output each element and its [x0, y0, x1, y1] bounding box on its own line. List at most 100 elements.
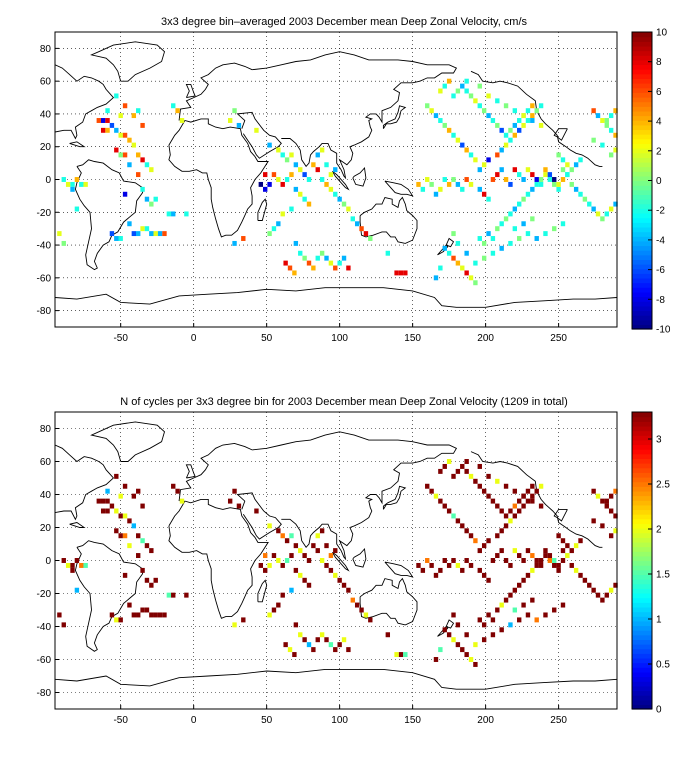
cycles-bin-cell — [122, 572, 128, 578]
cycles-bin-cell — [438, 647, 443, 653]
cycles-bin-cell — [464, 652, 469, 658]
velocity-bin-cell — [543, 167, 548, 173]
cycles-bin-cell — [560, 558, 566, 563]
cycles-bin-cell — [481, 488, 487, 494]
cycles-bin-cell — [109, 503, 115, 509]
cycles-bin-cell — [232, 488, 237, 494]
velocity-bin-cell — [429, 108, 434, 114]
cycles-bin-cell — [438, 567, 443, 573]
cycles-bin-cell — [446, 632, 452, 638]
cycles-bin-cell — [368, 617, 373, 623]
velocity-x-tick-label: 100 — [331, 333, 348, 344]
velocity-bin-cell — [175, 108, 180, 114]
velocity-colorbar-label: 4 — [656, 117, 662, 128]
cycles-bin-cell — [328, 553, 334, 559]
cycles-bin-cell — [276, 528, 281, 534]
cycles-bin-cell — [565, 543, 570, 549]
velocity-bin-cell — [263, 186, 268, 192]
cycles-bin-cell — [608, 587, 614, 593]
velocity-bin-cell — [293, 240, 299, 246]
velocity-colorbar-segment — [632, 319, 652, 325]
velocity-colorbar-segment — [632, 120, 652, 126]
velocity-bin-cell — [254, 127, 259, 133]
cycles-bin-cell — [280, 533, 285, 539]
velocity-bin-cell — [525, 191, 531, 197]
cycles-bin-cell — [267, 562, 272, 568]
velocity-bin-cell — [105, 108, 110, 114]
cycles-bin-cell — [530, 597, 535, 603]
velocity-bin-cell — [530, 113, 535, 119]
velocity-bin-cell — [438, 88, 443, 94]
cycles-bin-cell — [302, 577, 307, 583]
velocity-bin-cell — [512, 167, 518, 173]
cycles-x-ticks: -50 0 50 100 150 200 250 — [113, 705, 567, 726]
cycles-colorbar-segment — [632, 500, 652, 506]
velocity-colorbar-segment — [632, 315, 652, 321]
cycles-y-tick-label: -80 — [37, 688, 52, 699]
velocity-bin-cell — [319, 250, 325, 256]
velocity-bin-cell — [315, 255, 320, 261]
velocity-colorbar-segment — [632, 305, 652, 312]
velocity-bin-cell — [446, 181, 452, 187]
cycles-bin-cell — [302, 553, 307, 559]
velocity-bin-cell — [153, 196, 158, 202]
velocity-bin-cell — [455, 240, 461, 246]
cycles-bin-cell — [293, 622, 299, 628]
cycles-bin-cell — [127, 543, 132, 549]
cycles-colorbar-segment — [632, 412, 652, 418]
cycles-coastline — [257, 579, 268, 603]
cycles-bin-cell — [451, 637, 456, 643]
cycles-bin-cell — [258, 562, 264, 568]
cycles-coastline — [236, 492, 282, 540]
cycles-colorbar-segment — [632, 546, 652, 552]
cycles-bin-cell — [451, 473, 456, 479]
velocity-bin-cell — [556, 152, 561, 158]
cycles-bin-cell — [184, 592, 189, 598]
cycles-colorbar-segment — [632, 467, 652, 473]
velocity-colorbar-segment — [632, 87, 652, 93]
velocity-bin-cell — [508, 240, 513, 246]
cycles-bin-cell — [517, 582, 522, 588]
cycles-colorbar-segment — [632, 630, 652, 636]
cycles-bin-cell — [451, 558, 456, 563]
velocity-bin-cell — [442, 83, 447, 89]
cycles-bin-cell — [346, 587, 351, 593]
cycles-bin-cell — [543, 553, 548, 559]
velocity-bin-cell — [140, 186, 145, 192]
velocity-bin-cell — [298, 191, 303, 197]
cycles-bin-cell — [508, 508, 513, 514]
velocity-colorbar-segment — [632, 36, 652, 42]
velocity-bin-cell — [271, 172, 277, 178]
cycles-bin-cell — [263, 553, 268, 559]
cycles-colorbar-segment — [632, 583, 652, 589]
cycles-y-tick-label: 20 — [40, 523, 52, 534]
velocity-bin-cell — [455, 260, 461, 266]
velocity-bin-cell — [521, 122, 526, 128]
cycles-bin-cell — [613, 488, 618, 494]
velocity-bin-cell — [582, 196, 588, 202]
velocity-colorbar-segment — [632, 296, 652, 302]
velocity-bin-cell — [293, 162, 299, 168]
velocity-bin-cell — [144, 196, 150, 202]
cycles-bin-cell — [525, 498, 531, 504]
cycles-bin-cell — [280, 562, 285, 568]
cycles-bin-cell — [556, 562, 561, 568]
cycles-bin-cell — [136, 553, 141, 559]
velocity-colorbar-segment — [632, 185, 652, 191]
velocity-bin-cell — [306, 260, 312, 266]
velocity-bin-cell — [446, 78, 452, 84]
cycles-colorbar-segment — [632, 453, 652, 460]
velocity-bin-cell — [530, 103, 535, 109]
velocity-bin-cell — [433, 191, 439, 197]
velocity-bin-cell — [503, 177, 509, 182]
cycles-bin-cell — [109, 612, 115, 618]
velocity-colorbar-label: 10 — [656, 28, 668, 39]
velocity-colorbar-segment — [632, 264, 652, 270]
cycles-bin-cell — [560, 548, 566, 554]
velocity-bin-cell — [341, 201, 347, 207]
velocity-bin-cell — [464, 147, 469, 153]
cycles-bin-cell — [328, 642, 334, 648]
cycles-bin-cell — [604, 498, 609, 504]
velocity-colorbar-segment — [632, 254, 652, 260]
